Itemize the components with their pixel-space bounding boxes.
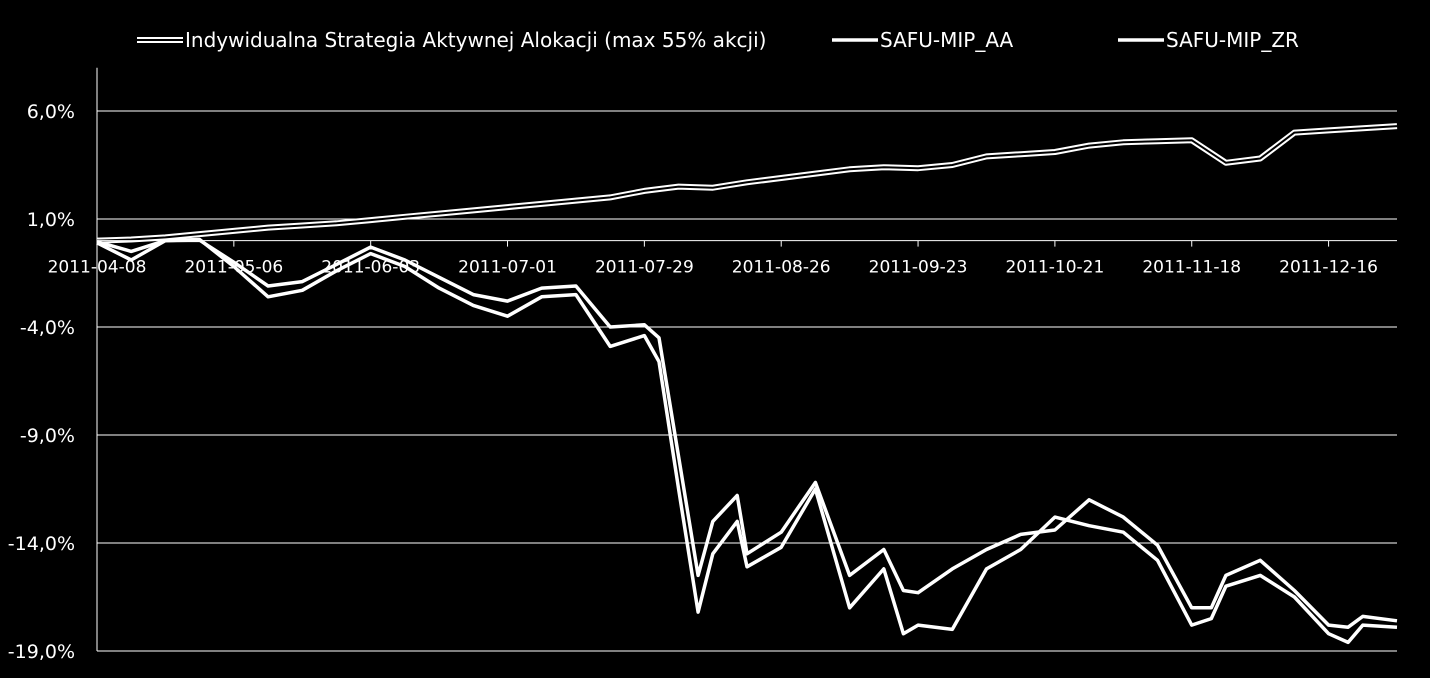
- x-tick-label: 2011-10-21: [1005, 258, 1104, 278]
- y-tick-label: -19,0%: [8, 641, 75, 663]
- x-tick-label: 2011-11-18: [1142, 258, 1241, 278]
- series-line-3: [96, 238, 1398, 629]
- x-tick-label: 2011-07-29: [595, 258, 694, 278]
- legend: Indywidualna Strategia Aktywnej Alokacji…: [137, 28, 1299, 52]
- legend-label-2: SAFU-MIP_AA: [880, 28, 1014, 52]
- series-lines: [96, 123, 1398, 645]
- x-tick-label: 2011-06-03: [321, 258, 420, 278]
- x-axis-tick-labels: 2011-04-08 2011-05-06 2011-06-03 2011-07-01…: [48, 240, 1378, 278]
- legend-label-1: Indywidualna Strategia Aktywnej Alokacji…: [185, 28, 766, 52]
- y-tick-label: -9,0%: [20, 425, 75, 447]
- series-line-2: [96, 237, 1398, 645]
- series-line-1: [96, 123, 1398, 244]
- y-axis-tick-labels: 6,0% 1,0% -4,0% -9,0% -14,0% -19,0%: [8, 101, 75, 663]
- x-tick-label: 2011-09-23: [869, 258, 968, 278]
- y-tick-label: -14,0%: [8, 533, 75, 555]
- y-tick-label: -4,0%: [20, 317, 75, 339]
- x-tick-label: 2011-04-08: [48, 258, 147, 278]
- x-tick-label: 2011-12-16: [1279, 258, 1378, 278]
- legend-label-3: SAFU-MIP_ZR: [1166, 28, 1299, 52]
- series-line-1-inner: [96, 125, 1398, 242]
- x-tick-label: 2011-05-06: [184, 258, 283, 278]
- x-tick-label: 2011-07-01: [458, 258, 557, 278]
- y-tick-label: 6,0%: [27, 101, 75, 123]
- gridlines: [97, 110, 1397, 652]
- y-tick-label: 1,0%: [27, 209, 75, 231]
- x-tick-label: 2011-08-26: [732, 258, 831, 278]
